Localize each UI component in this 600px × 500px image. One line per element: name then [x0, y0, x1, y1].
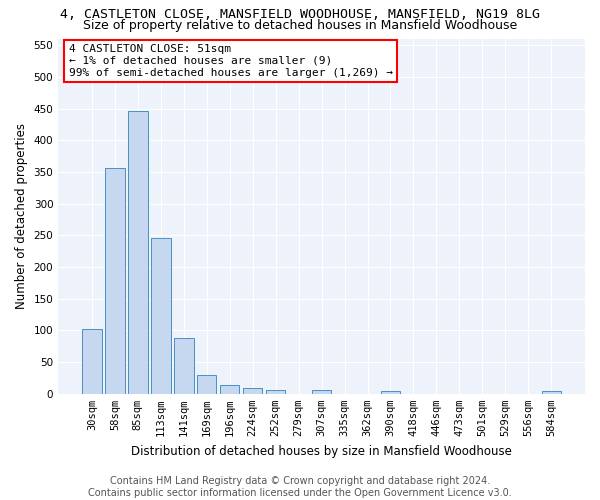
Text: 4 CASTLETON CLOSE: 51sqm
← 1% of detached houses are smaller (9)
99% of semi-det: 4 CASTLETON CLOSE: 51sqm ← 1% of detache…: [69, 44, 393, 78]
Bar: [220, 385, 239, 394]
Bar: [105, 168, 125, 394]
Bar: [82, 329, 101, 394]
Bar: [542, 390, 561, 394]
Bar: [151, 238, 170, 394]
Bar: [174, 338, 194, 394]
Y-axis label: Number of detached properties: Number of detached properties: [15, 124, 28, 310]
Bar: [197, 375, 217, 394]
Bar: [128, 110, 148, 394]
X-axis label: Distribution of detached houses by size in Mansfield Woodhouse: Distribution of detached houses by size …: [131, 444, 512, 458]
Bar: [312, 390, 331, 394]
Bar: [381, 390, 400, 394]
Text: Size of property relative to detached houses in Mansfield Woodhouse: Size of property relative to detached ho…: [83, 18, 517, 32]
Bar: [243, 388, 262, 394]
Text: Contains HM Land Registry data © Crown copyright and database right 2024.
Contai: Contains HM Land Registry data © Crown c…: [88, 476, 512, 498]
Bar: [266, 390, 286, 394]
Text: 4, CASTLETON CLOSE, MANSFIELD WOODHOUSE, MANSFIELD, NG19 8LG: 4, CASTLETON CLOSE, MANSFIELD WOODHOUSE,…: [60, 8, 540, 20]
